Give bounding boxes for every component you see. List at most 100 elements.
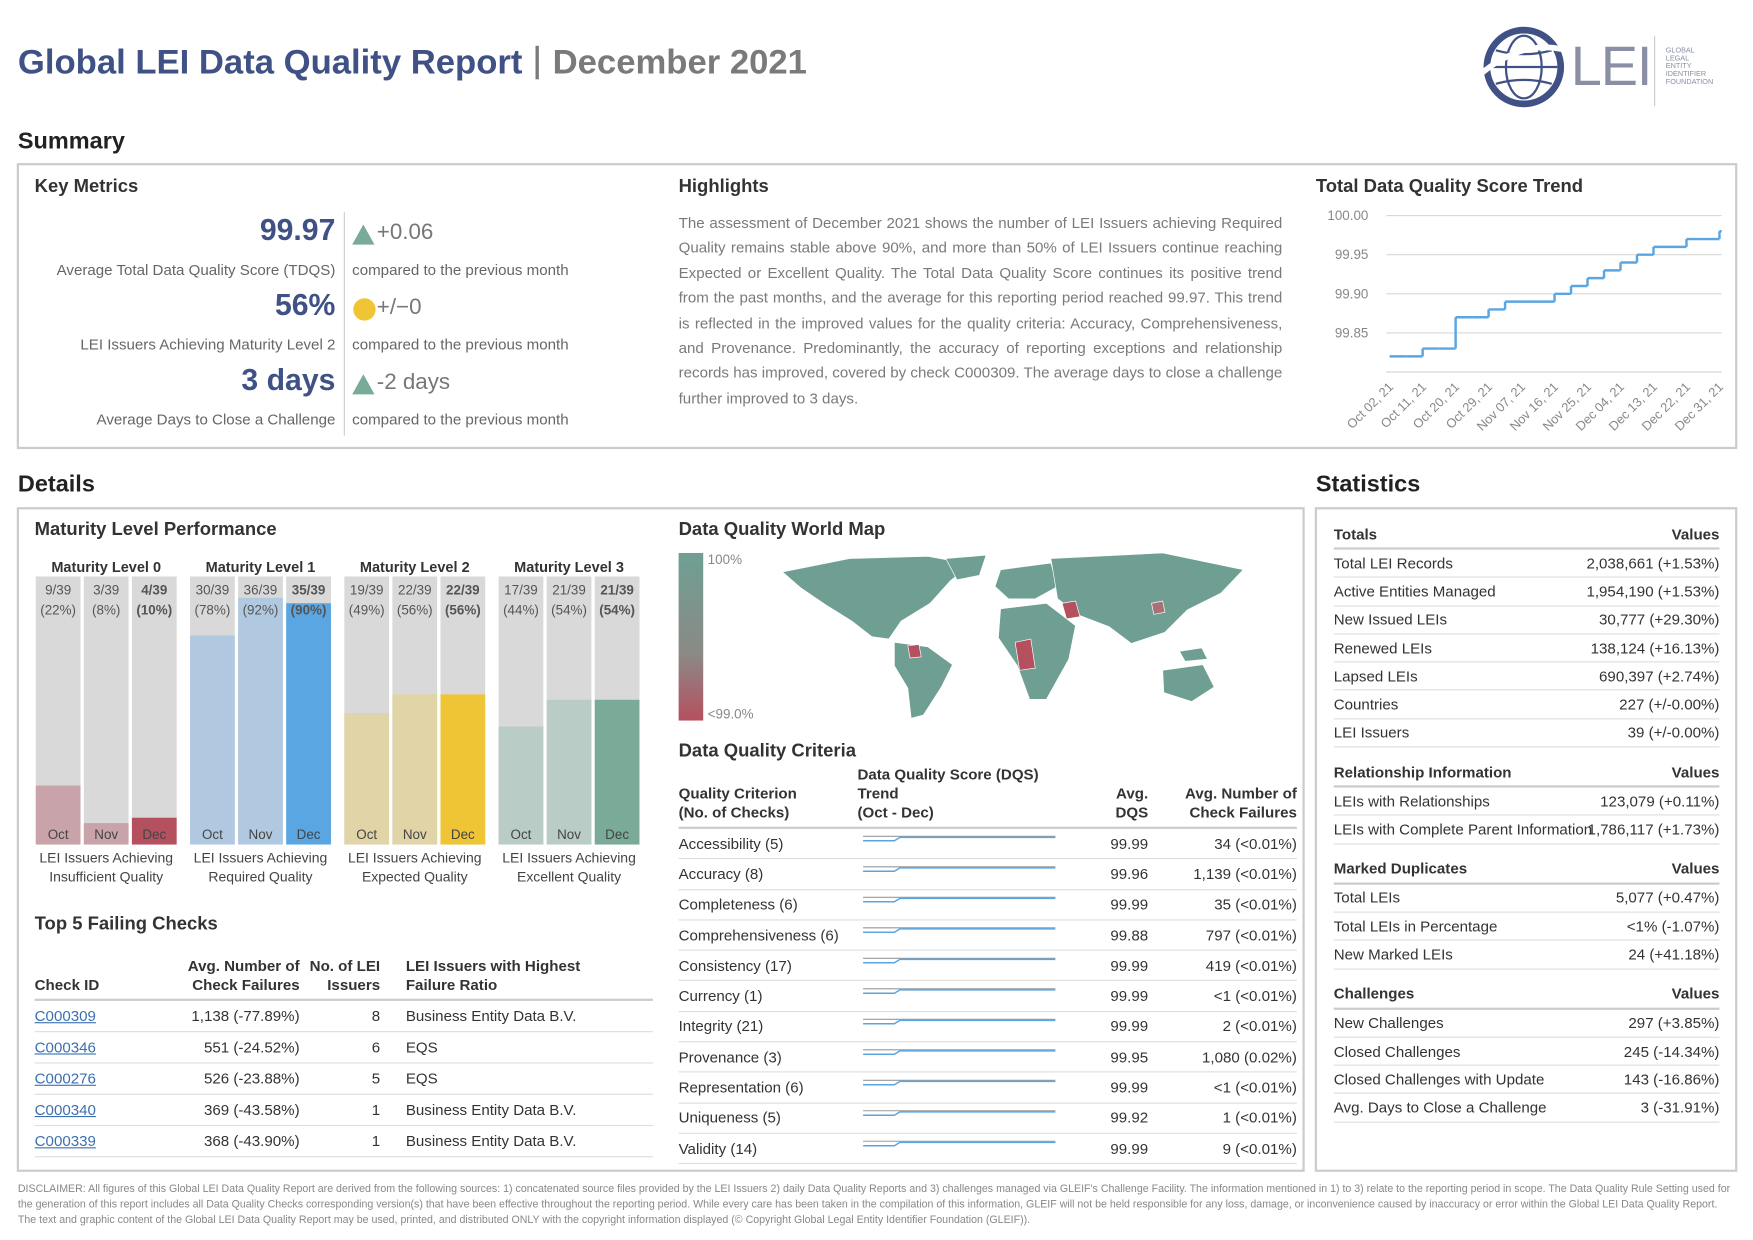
check-link[interactable]: C000309 — [34, 1007, 96, 1025]
bar-category: Oct — [511, 827, 532, 842]
trend-indicator — [352, 224, 375, 245]
sparkline — [863, 867, 1056, 872]
y-tick-label: 99.85 — [1335, 325, 1369, 340]
table-cell: 8 — [371, 1007, 381, 1025]
bar-count: 35/39 — [292, 582, 326, 597]
statistics-box — [1314, 507, 1738, 1172]
trend-indicator — [352, 374, 375, 395]
table-cell: <1 (<0.01%) — [1213, 1079, 1297, 1096]
stats-row: LEIs with Relationships 123,079 (+0.11%) — [1333, 788, 1720, 816]
bar-value-label: (78%) — [195, 602, 231, 617]
stats-row: LEIs with Complete Parent Information 1,7… — [1333, 816, 1720, 845]
table-cell: 34 (<0.01%) — [1214, 835, 1297, 852]
stats-section-title: Relationship Information — [1333, 763, 1512, 781]
column-header: Avg. Number of Check Failures — [1185, 785, 1297, 822]
table-row: Validity (14) 99.99 9 (<0.01%) — [678, 1134, 1297, 1165]
stats-label: Avg. Days to Close a Challenge — [1333, 1099, 1547, 1117]
bar — [286, 603, 331, 845]
stats-label: Closed Challenges — [1333, 1042, 1461, 1060]
stats-label: Countries — [1333, 696, 1399, 713]
bar — [392, 694, 438, 845]
bar — [35, 785, 81, 845]
table-cell: EQS — [405, 1038, 438, 1056]
table-row: C000309 1,138 (-77.89%) 8 Business Entity D… — [34, 1001, 653, 1033]
table-row: C000346 551 (-24.52%) 6 EQS — [34, 1032, 653, 1064]
summary-box — [16, 163, 1738, 450]
check-link[interactable]: C000339 — [34, 1132, 96, 1150]
level-caption: LEI Issuers Achieving Expected Quality — [347, 850, 482, 885]
level-caption: LEI Issuers Achieving Insufficient Quali… — [39, 850, 174, 885]
y-tick-label: 99.90 — [1335, 286, 1369, 301]
stats-value: 2,038,661 (+1.53%) — [1586, 554, 1720, 572]
stats-label: Renewed LEIs — [1333, 639, 1432, 657]
table-cell: 9 (<0.01%) — [1222, 1140, 1297, 1157]
bar-value-label: (8%) — [92, 602, 120, 617]
bar — [83, 823, 129, 845]
metric-note: compared to the previous month — [352, 261, 569, 279]
table-cell: 35 (<0.01%) — [1214, 896, 1297, 913]
stats-section-title: Totals — [1333, 525, 1378, 543]
section-heading: Details — [17, 471, 95, 498]
bar — [440, 694, 486, 845]
table-header: Check ID Avg. Number of Check Failures No.… — [34, 952, 653, 1001]
table-cell: Business Entity Data B.V. — [405, 1101, 577, 1119]
disclaimer: DISCLAIMER: All figures of this Global L… — [17, 1183, 1731, 1227]
table-cell: 2 (<0.01%) — [1222, 1018, 1297, 1035]
panel-title: Data Quality Criteria — [678, 740, 856, 761]
table-cell: 99.95 — [1110, 1048, 1149, 1066]
map-legend-label: <99.0% — [707, 706, 754, 722]
table-cell: Validity (14) — [678, 1140, 758, 1157]
table-cell: 99.99 — [1110, 835, 1149, 852]
stats-label: New Marked LEIs — [1333, 946, 1453, 963]
stats-value: 143 (-16.86%) — [1623, 1071, 1720, 1088]
stats-value: 297 (+3.85%) — [1628, 1014, 1720, 1032]
bar-value-label: (49%) — [349, 602, 385, 617]
stats-value-header: Values — [1671, 860, 1720, 878]
table-cell: 99.99 — [1110, 987, 1149, 1005]
bar-count: 9/39 — [45, 582, 71, 597]
table-cell: 99.96 — [1110, 865, 1149, 883]
bar-category: Dec — [451, 827, 475, 842]
table-cell: 797 (<0.01%) — [1205, 926, 1297, 944]
column-header: Check ID — [34, 976, 100, 994]
stats-row: Closed Challenges with Update 143 (-16.86… — [1333, 1066, 1720, 1095]
sparkline — [863, 836, 1056, 842]
highlights-text: The assessment of December 2021 shows th… — [678, 214, 1283, 407]
level-title: Maturity Level 0 — [51, 560, 161, 576]
bar-count: 21/39 — [552, 582, 586, 597]
stats-row: Total LEI Records 2,038,661 (+1.53%) — [1333, 550, 1720, 578]
column-header: Data Quality Score (DQS) Trend (Oct - De… — [857, 766, 1039, 822]
table-cell: Completeness (6) — [678, 896, 798, 913]
table-cell: Currency (1) — [678, 987, 763, 1005]
stats-row: Lapsed LEIs 690,397 (+2.74%) — [1333, 663, 1720, 691]
panel-title: Maturity Level Performance — [34, 519, 277, 540]
metric-label: Average Total Data Quality Score (TDQS) — [56, 261, 336, 279]
section-heading: Statistics — [1315, 471, 1421, 498]
stats-section-title: Marked Duplicates — [1333, 860, 1468, 878]
bar-value-label: (10%) — [136, 602, 172, 617]
metric-change: +/−0 — [376, 294, 422, 320]
stats-value: <1% (-1.07%) — [1626, 917, 1720, 935]
column-header: LEI Issuers with Highest Failure Ratio — [405, 957, 581, 994]
table-cell: 99.99 — [1110, 1018, 1149, 1035]
check-link[interactable]: C000276 — [34, 1070, 96, 1087]
bar — [546, 699, 592, 845]
check-link[interactable]: C000346 — [34, 1038, 96, 1056]
table-header: Quality Criterion (No. of Checks) Data Qu… — [678, 766, 1297, 829]
report-header: Global LEI Data Quality Report December … — [18, 42, 807, 82]
stats-value-header: Values — [1671, 525, 1720, 543]
stats-value-header: Values — [1671, 985, 1720, 1003]
logo-tagline: LEGAL — [1666, 53, 1689, 62]
world-map — [781, 552, 1244, 719]
table-row: Integrity (21) 99.99 2 (<0.01%) — [678, 1012, 1297, 1043]
stats-row: New Marked LEIs 24 (+41.18%) — [1333, 941, 1720, 970]
check-link[interactable]: C000340 — [34, 1101, 96, 1119]
table-row: Accuracy (8) 99.96 1,139 (<0.01%) — [678, 859, 1297, 890]
stats-row: Active Entities Managed 1,954,190 (+1.53%… — [1333, 578, 1720, 607]
stats-value: 690,397 (+2.74%) — [1599, 667, 1720, 685]
stats-label: LEIs with Relationships — [1333, 792, 1490, 810]
table-cell: EQS — [405, 1070, 438, 1087]
bar-count: 22/39 — [446, 582, 480, 597]
bar-category: Oct — [356, 827, 377, 842]
bar — [238, 597, 283, 845]
